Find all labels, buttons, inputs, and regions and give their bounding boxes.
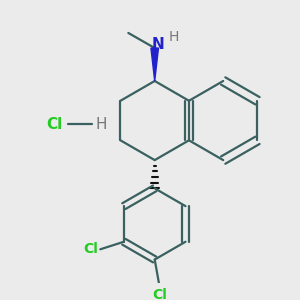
Text: Cl: Cl — [152, 288, 167, 300]
Text: N: N — [151, 37, 164, 52]
Text: Cl: Cl — [83, 242, 98, 256]
Polygon shape — [151, 48, 158, 81]
Text: H: H — [168, 30, 179, 44]
Text: H: H — [95, 117, 107, 132]
Text: Cl: Cl — [46, 117, 62, 132]
